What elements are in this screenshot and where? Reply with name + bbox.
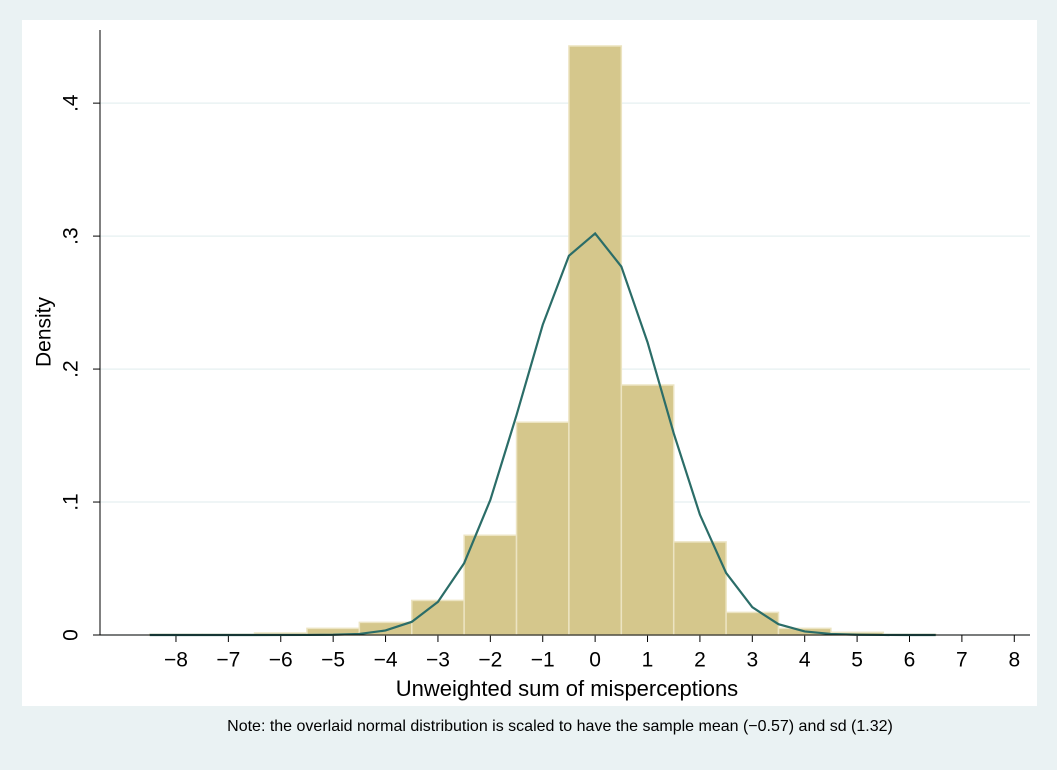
y-axis-title: Density	[33, 296, 56, 367]
normal-curve	[149, 231, 936, 637]
y-tick-label: .2	[60, 360, 83, 378]
x-tick-label: −2	[478, 649, 502, 672]
bar	[620, 384, 675, 636]
x-tick-label: 1	[642, 649, 654, 672]
x-tick-label: −4	[374, 649, 398, 672]
y-tick-label: .4	[60, 94, 83, 112]
y-tick-label: 0	[60, 629, 83, 641]
x-tick-label: −1	[531, 649, 555, 672]
y-tick-label: .1	[60, 493, 83, 511]
x-tick-label: 3	[746, 649, 758, 672]
x-tick-label: 2	[694, 649, 706, 672]
y-tick-label: .3	[60, 227, 83, 245]
x-tick-label: −8	[164, 649, 188, 672]
bar	[515, 421, 570, 636]
x-tick-label: 7	[956, 649, 968, 672]
bar	[568, 45, 623, 636]
x-tick-label: 4	[799, 649, 811, 672]
bar	[725, 611, 780, 636]
x-tick-label: −5	[321, 649, 345, 672]
bar	[410, 599, 465, 636]
x-axis-title: Unweighted sum of misperceptions	[396, 676, 738, 701]
x-tick-label: 0	[589, 649, 601, 672]
x-tick-label: 5	[851, 649, 863, 672]
x-tick-label: −3	[426, 649, 450, 672]
x-tick-label: −7	[216, 649, 240, 672]
bar	[672, 541, 727, 636]
bar	[463, 534, 518, 636]
x-tick-label: 6	[904, 649, 916, 672]
note: Note: the overlaid normal distribution i…	[227, 718, 893, 735]
x-tick-label: 8	[1008, 649, 1020, 672]
x-tick-label: −6	[269, 649, 293, 672]
